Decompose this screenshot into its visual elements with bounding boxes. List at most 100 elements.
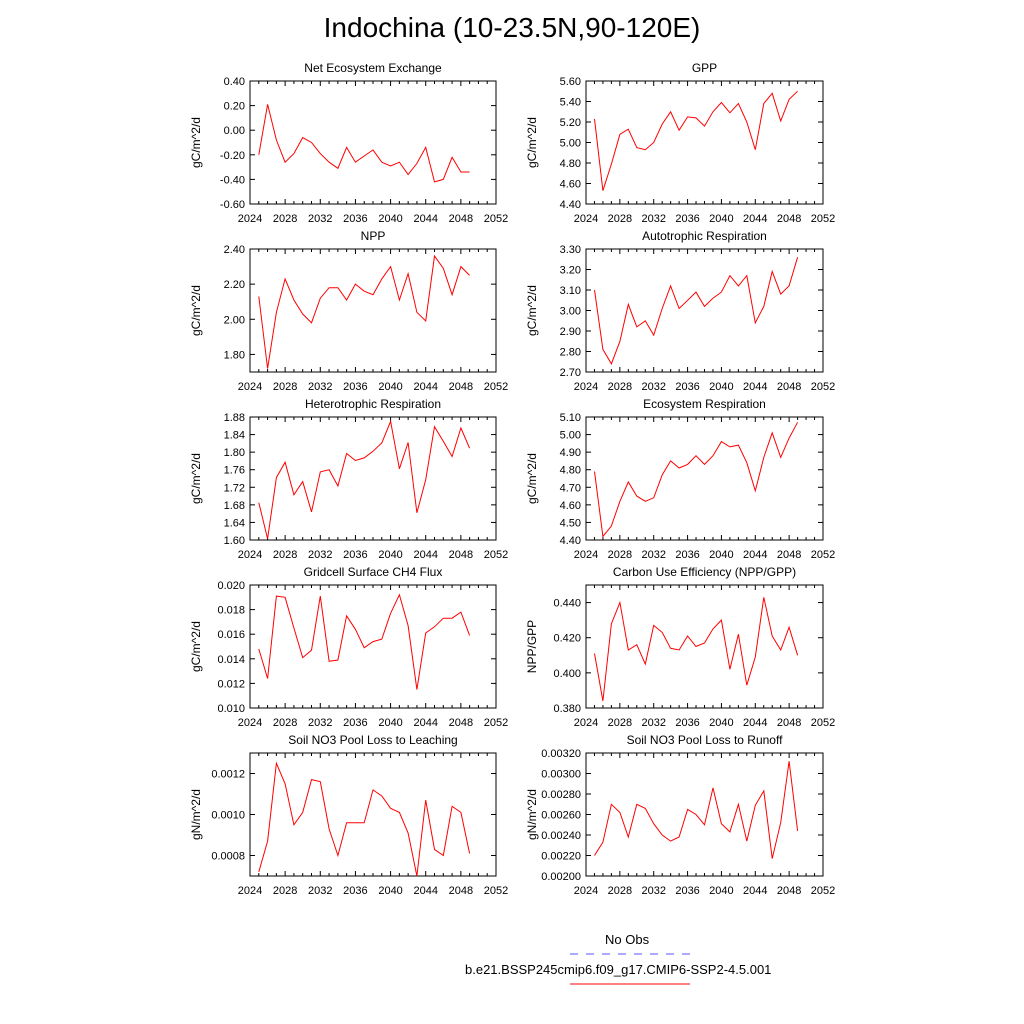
- x-tick-label: 2048: [449, 381, 473, 393]
- series-line: [594, 422, 799, 538]
- y-tick-label: 4.60: [560, 179, 581, 191]
- y-tick-label: -0.40: [220, 174, 245, 186]
- y-tick-label: 0.018: [217, 605, 245, 617]
- x-tick-label: 2052: [484, 885, 508, 897]
- series-line: [258, 419, 471, 539]
- x-tick-label: 2052: [811, 549, 835, 561]
- panel-title: Soil NO3 Pool Loss to Runoff: [627, 733, 784, 747]
- plot-frame: [249, 80, 497, 205]
- plot-frame: [585, 80, 824, 205]
- panel-ecosystem-respiration: Ecosystem Respiration gC/m^2/d 2024 2028 203…: [525, 397, 835, 561]
- y-tick-label: 5.20: [560, 117, 581, 129]
- series-line: [594, 90, 798, 191]
- panel-title: Gridcell Surface CH4 Flux: [304, 565, 443, 579]
- y-tick-label: 0.420: [553, 633, 581, 645]
- x-tick-label: 2048: [777, 885, 801, 897]
- y-tick-label: 1.72: [224, 482, 245, 494]
- y-tick-label: 3.30: [560, 244, 581, 256]
- panel-title: GPP: [692, 61, 717, 75]
- y-tick-label: 2.90: [560, 326, 581, 338]
- x-tick-label: 2032: [308, 381, 332, 393]
- y-tick-label: 0.016: [217, 629, 245, 641]
- panel-title: NPP: [361, 229, 386, 243]
- panel-title: Carbon Use Efficiency (NPP/GPP): [613, 565, 796, 579]
- x-tick-label: 2032: [641, 885, 665, 897]
- y-tick-label: 0.20: [224, 101, 245, 113]
- y-tick-label: 4.90: [560, 447, 581, 459]
- panel-title: Autotrophic Respiration: [642, 229, 767, 243]
- y-tick-label: 0.0008: [211, 851, 245, 863]
- panel-title: Net Ecosystem Exchange: [304, 61, 442, 75]
- x-tick-label: 2040: [709, 717, 733, 729]
- y-tick-label: 3.00: [560, 306, 581, 318]
- y-tick-label: 0.400: [553, 668, 581, 680]
- y-tick-label: 5.00: [560, 138, 581, 150]
- y-tick-label: 1.84: [224, 430, 245, 442]
- x-tick-label: 2052: [811, 381, 835, 393]
- series-line: [258, 761, 471, 877]
- panel-soil-no3-pool-loss-to-leaching: Soil NO3 Pool Loss to Leaching gN/m^2/d 20…: [189, 733, 508, 897]
- x-tick-label: 2048: [777, 549, 801, 561]
- y-tick-label: 0.012: [217, 678, 245, 690]
- y-tick-label: 0.00240: [541, 830, 581, 842]
- y-axis-label: gC/m^2/d: [189, 621, 203, 672]
- panel-npp: NPP gC/m^2/d 2024 2028 2032 2036 2040 2044 2048 2…: [189, 229, 508, 393]
- legend-model-line: [570, 983, 690, 985]
- series-line: [258, 254, 470, 369]
- y-tick-label: 0.020: [217, 580, 245, 592]
- x-tick-label: 2044: [743, 549, 767, 561]
- x-tick-label: 2032: [641, 213, 665, 225]
- y-tick-label: 4.50: [560, 517, 581, 529]
- y-tick-label: 4.80: [560, 465, 581, 477]
- x-tick-label: 2024: [574, 717, 598, 729]
- panel-autotrophic-respiration: Autotrophic Respiration gC/m^2/d 2024 2028 2…: [525, 229, 835, 393]
- x-tick-label: 2040: [709, 549, 733, 561]
- x-tick-label: 2028: [273, 381, 297, 393]
- y-tick-label: 4.80: [560, 158, 581, 170]
- y-tick-label: 1.64: [224, 517, 245, 529]
- page-title: Indochina (10-23.5N,90-120E): [323, 12, 701, 43]
- x-tick-label: 2036: [675, 717, 699, 729]
- y-tick-label: 3.20: [560, 265, 581, 277]
- y-tick-label: 0.00200: [541, 871, 581, 883]
- y-axis-label: gC/m^2/d: [189, 453, 203, 504]
- x-tick-label: 2044: [413, 213, 437, 225]
- y-tick-label: 4.70: [560, 482, 581, 494]
- y-tick-label: 5.40: [560, 97, 581, 109]
- x-tick-label: 2052: [484, 381, 508, 393]
- panel-soil-no3-pool-loss-to-runoff: Soil NO3 Pool Loss to Runoff gN/m^2/d 2024…: [525, 733, 835, 897]
- y-tick-label: 1.60: [224, 535, 245, 547]
- panel-heterotrophic-respiration: Heterotrophic Respiration gC/m^2/d 2024 202…: [189, 397, 508, 561]
- y-tick-label: 0.380: [553, 703, 581, 715]
- x-tick-label: 2048: [449, 717, 473, 729]
- y-axis-label: gN/m^2/d: [189, 789, 203, 840]
- x-tick-label: 2052: [811, 885, 835, 897]
- x-tick-label: 2024: [238, 885, 262, 897]
- y-tick-label: 2.80: [560, 347, 581, 359]
- x-tick-label: 2028: [608, 213, 632, 225]
- y-tick-label: 2.00: [224, 314, 245, 326]
- x-tick-label: 2048: [449, 885, 473, 897]
- legend-obs-line: [570, 953, 690, 955]
- x-tick-label: 2040: [378, 717, 402, 729]
- x-tick-label: 2028: [608, 381, 632, 393]
- panel-net-ecosystem-exchange: Net Ecosystem Exchange gC/m^2/d 2024 2028 20…: [189, 61, 508, 225]
- y-tick-label: 5.00: [560, 430, 581, 442]
- legend-model-label: b.e21.BSSP245cmip6.f09_g17.CMIP6-SSP2-4.…: [465, 962, 772, 977]
- x-tick-label: 2052: [484, 213, 508, 225]
- y-tick-label: 2.70: [560, 367, 581, 379]
- plot-frame: [585, 584, 824, 709]
- y-tick-label: 4.40: [560, 199, 581, 211]
- x-tick-label: 2048: [449, 213, 473, 225]
- y-tick-label: 0.00320: [541, 748, 581, 760]
- y-tick-label: 0.0010: [211, 810, 245, 822]
- x-tick-label: 2044: [743, 381, 767, 393]
- y-tick-label: 0.0012: [211, 769, 245, 781]
- x-tick-label: 2052: [484, 549, 508, 561]
- x-tick-label: 2044: [743, 213, 767, 225]
- x-tick-label: 2044: [743, 717, 767, 729]
- y-tick-label: 0.00220: [541, 851, 581, 863]
- x-tick-label: 2028: [608, 717, 632, 729]
- x-tick-label: 2036: [343, 885, 367, 897]
- y-tick-label: 2.40: [224, 244, 245, 256]
